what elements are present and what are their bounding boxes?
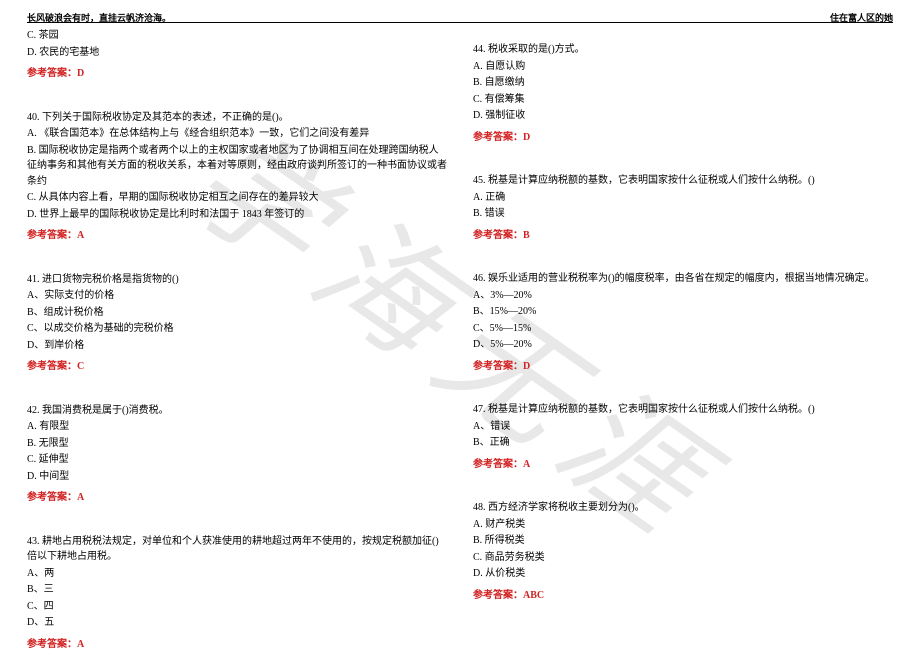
answer-label: 参考答案：A [27,228,447,244]
content-area: C. 茶园 D. 农民的宅基地 参考答案：D 40. 下列关于国际税收协定及其范… [27,28,893,670]
option: A、两 [27,566,447,582]
answer-label: 参考答案：A [27,490,447,506]
option: C. 从具体内容上看，早期的国际税收协定相互之间存在的差异较大 [27,190,447,206]
option: C. 商品劳务税类 [473,550,893,566]
answer-label: 参考答案：D [473,359,893,375]
question-text: 45. 税基是计算应纳税额的基数，它表明国家按什么征税或人们按什么纳税。() [473,173,893,189]
option: C. 延伸型 [27,452,447,468]
question-43: 43. 耕地占用税税法规定，对单位和个人获准使用的耕地超过两年不使用的，按规定税… [27,534,447,653]
option: D. 农民的宅基地 [27,45,447,61]
option: D、五 [27,615,447,631]
option: C. 茶园 [27,28,447,44]
question-45: 45. 税基是计算应纳税额的基数，它表明国家按什么征税或人们按什么纳税。() A… [473,173,893,243]
option: A. 财产税类 [473,517,893,533]
option: D. 从价税类 [473,566,893,582]
option: A、实际支付的价格 [27,288,447,304]
question-48: 48. 西方经济学家将税收主要划分为()。 A. 财产税类 B. 所得税类 C.… [473,500,893,603]
option: B、三 [27,582,447,598]
option: C、以成交价格为基础的完税价格 [27,321,447,337]
question-text: 42. 我国消费税是属于()消费税。 [27,403,447,419]
option: A. 正确 [473,190,893,206]
option: C、四 [27,599,447,615]
option: B. 自愿缴纳 [473,75,893,91]
option: B、正确 [473,435,893,451]
option: D. 强制征收 [473,108,893,124]
option: B. 所得税类 [473,533,893,549]
option: A、错误 [473,419,893,435]
question-text: 44. 税收采取的是()方式。 [473,42,893,58]
option: B. 无限型 [27,436,447,452]
question-47: 47. 税基是计算应纳税额的基数，它表明国家按什么征税或人们按什么纳税。() A… [473,402,893,472]
option: A. 自愿认购 [473,59,893,75]
left-column: C. 茶园 D. 农民的宅基地 参考答案：D 40. 下列关于国际税收协定及其范… [27,28,447,670]
option: C、5%—15% [473,321,893,337]
option: B. 错误 [473,206,893,222]
answer-label: 参考答案：A [27,637,447,653]
option: D、到岸价格 [27,338,447,354]
question-44: 44. 税收采取的是()方式。 A. 自愿认购 B. 自愿缴纳 C. 有偿筹集 … [473,42,893,145]
option: C. 有偿筹集 [473,92,893,108]
option: D. 世界上最早的国际税收协定是比利时和法国于 1843 年签订的 [27,207,447,223]
question-text: 48. 西方经济学家将税收主要划分为()。 [473,500,893,516]
answer-label: 参考答案：A [473,457,893,473]
option: A. 《联合国范本》在总体结构上与《经合组织范本》一致，它们之间没有差异 [27,126,447,142]
answer-label: 参考答案：D [473,130,893,146]
option: D、5%—20% [473,337,893,353]
answer-label: 参考答案：ABC [473,588,893,604]
question-text: 43. 耕地占用税税法规定，对单位和个人获准使用的耕地超过两年不使用的，按规定税… [27,534,447,565]
question-text: 41. 进口货物完税价格是指货物的() [27,272,447,288]
option: D. 中间型 [27,469,447,485]
option: B. 国际税收协定是指两个或者两个以上的主权国家或者地区为了协调相互间在处理跨国… [27,143,447,190]
question-text: 47. 税基是计算应纳税额的基数，它表明国家按什么征税或人们按什么纳税。() [473,402,893,418]
question-42: 42. 我国消费税是属于()消费税。 A. 有限型 B. 无限型 C. 延伸型 … [27,403,447,506]
question-40: 40. 下列关于国际税收协定及其范本的表述，不正确的是()。 A. 《联合国范本… [27,110,447,244]
question-text: 46. 娱乐业适用的营业税税率为()的幅度税率，由各省在规定的幅度内，根据当地情… [473,271,893,287]
option: A、3%—20% [473,288,893,304]
answer-label: 参考答案：B [473,228,893,244]
header-divider [27,22,893,23]
option: A. 有限型 [27,419,447,435]
question-46: 46. 娱乐业适用的营业税税率为()的幅度税率，由各省在规定的幅度内，根据当地情… [473,271,893,374]
right-column: 44. 税收采取的是()方式。 A. 自愿认购 B. 自愿缴纳 C. 有偿筹集 … [473,28,893,670]
spacer [473,28,893,42]
answer-label: 参考答案：C [27,359,447,375]
question-41: 41. 进口货物完税价格是指货物的() A、实际支付的价格 B、组成计税价格 C… [27,272,447,375]
question-text: 40. 下列关于国际税收协定及其范本的表述，不正确的是()。 [27,110,447,126]
option: B、组成计税价格 [27,305,447,321]
question-39-tail: C. 茶园 D. 农民的宅基地 参考答案：D [27,28,447,82]
answer-label: 参考答案：D [27,66,447,82]
option: B、15%—20% [473,304,893,320]
